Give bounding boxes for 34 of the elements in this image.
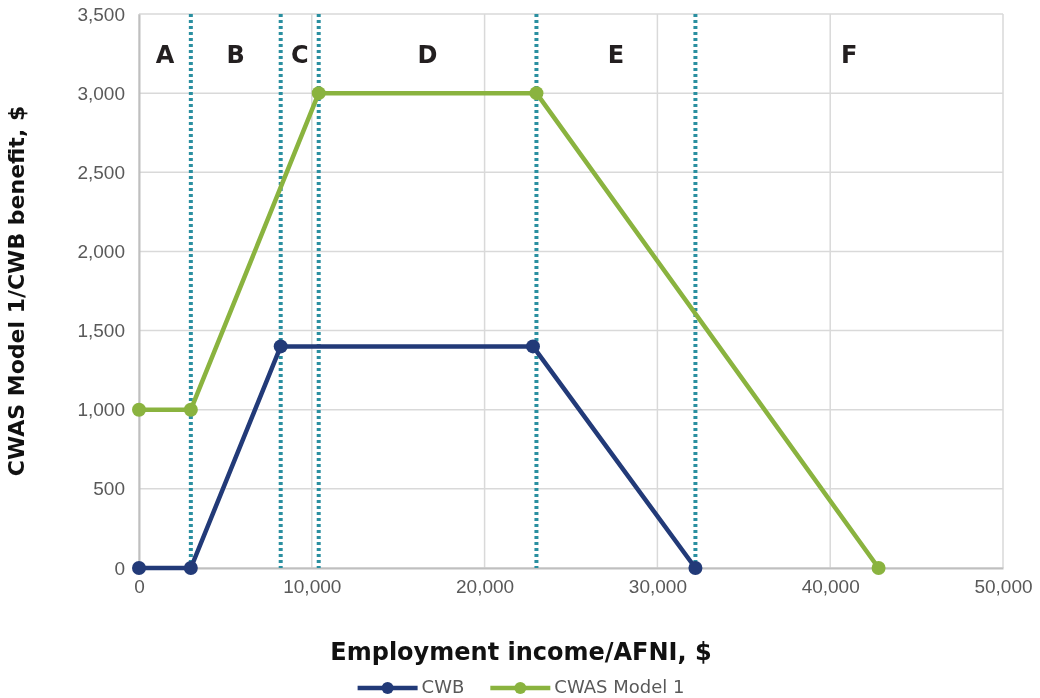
point <box>311 86 326 101</box>
y-tick-label: 3,500 <box>77 3 125 25</box>
y-tick-label: 500 <box>93 478 125 500</box>
x-tick-label: 40,000 <box>801 576 860 598</box>
point <box>183 402 198 417</box>
point <box>871 561 886 575</box>
point <box>183 561 198 575</box>
x-tick-label: 10,000 <box>283 576 342 598</box>
annotation: D <box>417 41 438 69</box>
annotation: A <box>155 41 175 69</box>
annotation: B <box>226 41 245 69</box>
point <box>529 86 544 101</box>
annotation: C <box>290 41 309 69</box>
annotation: F <box>841 41 858 69</box>
point <box>132 402 146 417</box>
y-axis-title: CWAS Model 1/CWB benefit, $ <box>4 105 29 477</box>
point <box>688 561 703 575</box>
x-tick-label: 30,000 <box>628 576 687 598</box>
point <box>273 339 288 354</box>
x-tick-label: 0 <box>134 576 145 598</box>
x-tick-label: 20,000 <box>456 576 515 598</box>
x-axis-title: Employment income/AFNI, $ <box>330 638 712 666</box>
annotation: E <box>607 41 625 69</box>
y-tick-label: 3,000 <box>77 82 125 104</box>
y-tick-label: 2,000 <box>77 241 125 263</box>
x-tick-label: 50,000 <box>974 576 1033 598</box>
y-tick-label: 1,000 <box>77 399 125 421</box>
y-tick-label: 1,500 <box>77 320 125 342</box>
y-tick-label: 2,500 <box>77 161 125 183</box>
point <box>525 339 540 354</box>
point <box>132 561 146 575</box>
y-tick-label: 0 <box>114 557 125 579</box>
legend-label: CWAS Model 1 <box>554 676 685 697</box>
legend-label: CWB <box>421 676 465 697</box>
